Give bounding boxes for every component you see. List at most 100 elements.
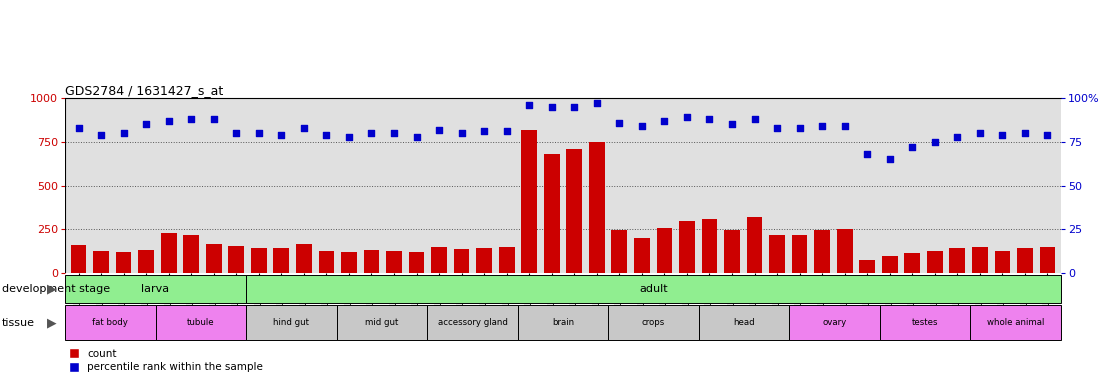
Bar: [879, 305, 971, 340]
Bar: [499, 247, 514, 273]
Point: [903, 144, 921, 150]
Bar: [116, 252, 132, 273]
Point: [1039, 132, 1057, 138]
Point: [385, 130, 403, 136]
Point: [858, 151, 876, 157]
Point: [655, 118, 673, 124]
Text: whole animal: whole animal: [987, 318, 1045, 327]
Point: [363, 130, 381, 136]
Bar: [837, 229, 853, 273]
Bar: [699, 305, 789, 340]
Text: GDS2784 / 1631427_s_at: GDS2784 / 1631427_s_at: [65, 84, 223, 97]
Bar: [927, 251, 943, 273]
Bar: [183, 235, 199, 273]
Point: [993, 132, 1011, 138]
Point: [723, 121, 741, 127]
Point: [1016, 130, 1033, 136]
Bar: [971, 305, 1061, 340]
Text: larva: larva: [142, 284, 170, 294]
Text: fat body: fat body: [93, 318, 128, 327]
Point: [588, 100, 606, 106]
Bar: [612, 230, 627, 273]
Bar: [229, 246, 244, 273]
Bar: [138, 250, 154, 273]
Bar: [205, 244, 222, 273]
Point: [949, 133, 966, 139]
Bar: [815, 230, 830, 273]
Bar: [679, 220, 695, 273]
Point: [633, 123, 651, 129]
Bar: [882, 256, 897, 273]
Point: [137, 121, 155, 127]
Bar: [589, 142, 605, 273]
Point: [926, 139, 944, 145]
Bar: [747, 217, 762, 273]
Text: accessory gland: accessory gland: [437, 318, 508, 327]
Text: brain: brain: [552, 318, 574, 327]
Bar: [65, 305, 155, 340]
Bar: [296, 244, 311, 273]
Legend: count, percentile rank within the sample: count, percentile rank within the sample: [70, 349, 262, 372]
Point: [93, 132, 110, 138]
Bar: [950, 248, 965, 273]
Bar: [251, 248, 267, 273]
Point: [453, 130, 471, 136]
Bar: [1040, 247, 1056, 273]
Point: [340, 133, 358, 139]
Bar: [155, 305, 247, 340]
Point: [475, 128, 493, 134]
Bar: [273, 248, 289, 273]
Bar: [318, 252, 335, 273]
Text: crops: crops: [642, 318, 665, 327]
Bar: [972, 247, 988, 273]
Bar: [386, 251, 402, 273]
Bar: [431, 247, 446, 273]
Bar: [567, 149, 583, 273]
Bar: [247, 275, 1061, 303]
Text: ▶: ▶: [47, 283, 57, 296]
Bar: [789, 305, 879, 340]
Point: [250, 130, 268, 136]
Bar: [543, 154, 559, 273]
Bar: [521, 129, 537, 273]
Bar: [904, 253, 921, 273]
Point: [610, 119, 628, 126]
Bar: [93, 251, 109, 273]
Point: [115, 130, 133, 136]
Text: adult: adult: [639, 284, 667, 294]
Point: [971, 130, 989, 136]
Text: tissue: tissue: [2, 318, 36, 328]
Text: ovary: ovary: [822, 318, 847, 327]
Bar: [161, 233, 176, 273]
Bar: [518, 305, 608, 340]
Point: [679, 114, 696, 120]
Point: [881, 156, 898, 162]
Point: [317, 132, 335, 138]
Point: [272, 132, 290, 138]
Bar: [791, 235, 808, 273]
Point: [814, 123, 831, 129]
Bar: [656, 227, 672, 273]
Point: [836, 123, 854, 129]
Point: [566, 104, 584, 110]
Point: [69, 125, 87, 131]
Point: [542, 104, 560, 110]
Bar: [65, 275, 247, 303]
Point: [228, 130, 246, 136]
Text: testes: testes: [912, 318, 939, 327]
Bar: [608, 305, 699, 340]
Bar: [859, 260, 875, 273]
Bar: [702, 219, 718, 273]
Point: [768, 125, 786, 131]
Text: hind gut: hind gut: [273, 318, 309, 327]
Bar: [769, 235, 785, 273]
Point: [205, 116, 223, 122]
Bar: [1017, 248, 1032, 273]
Bar: [70, 245, 86, 273]
Text: development stage: development stage: [2, 284, 110, 294]
Text: head: head: [733, 318, 754, 327]
Bar: [341, 252, 357, 273]
Bar: [634, 238, 650, 273]
Bar: [337, 305, 427, 340]
Text: mid gut: mid gut: [365, 318, 398, 327]
